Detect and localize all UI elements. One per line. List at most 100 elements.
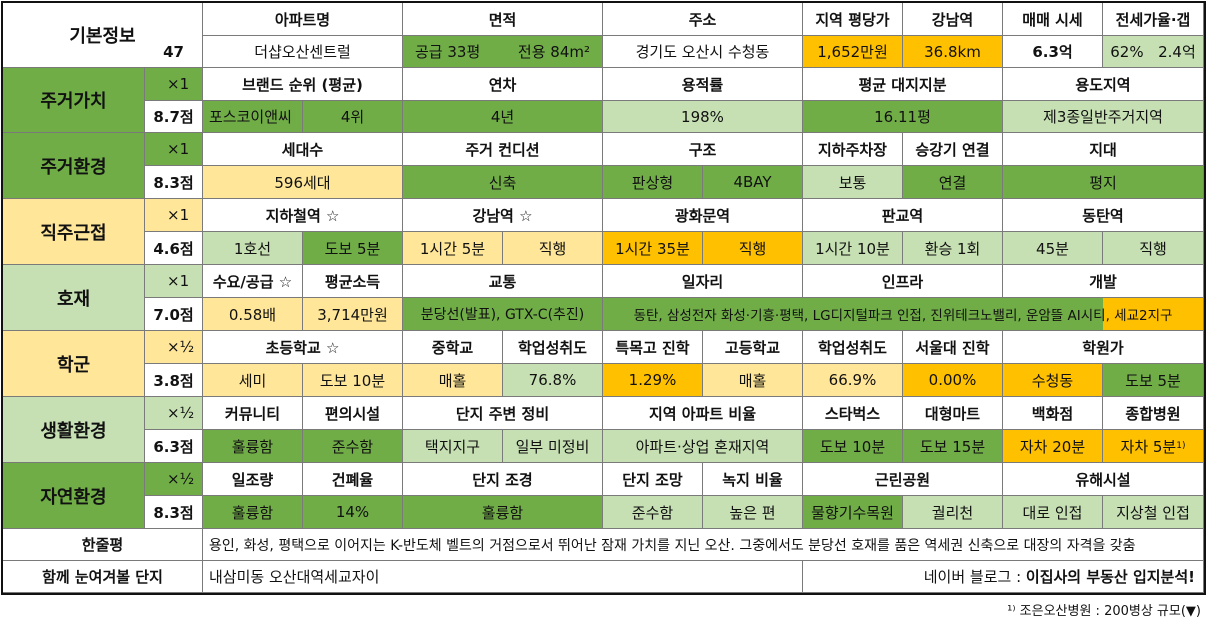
row-header: 세대수 <box>203 133 403 166</box>
row-value: 궐리천 <box>903 496 1003 529</box>
row-header: 대형마트 <box>903 397 1003 430</box>
row-header: 지대 <box>1003 133 1204 166</box>
row-value: 16.11평 <box>803 101 1003 133</box>
area-value: 공급 33평 전용 84m² <box>403 36 603 68</box>
row-value: 높은 편 <box>703 496 803 529</box>
row-header: 녹지 비율 <box>703 463 803 496</box>
row-header: 판교역 <box>803 199 1003 232</box>
price-per-pyeong: 1,652만원 <box>803 36 903 68</box>
row-header: 백화점 <box>1003 397 1103 430</box>
row-header: 용도지역 <box>1003 68 1204 101</box>
row-value: 1시간 5분 <box>403 232 503 265</box>
row-header: 구조 <box>603 133 803 166</box>
blog-name: 이집사의 부동산 입지분석! <box>1025 568 1195 586</box>
row-header: 평균 대지지분 <box>803 68 1003 101</box>
category-multiplier: ×1 <box>145 68 203 101</box>
category-multiplier: ×½ <box>145 331 203 364</box>
category-multiplier: ×1 <box>145 199 203 232</box>
row-header: 일조량 <box>203 463 303 496</box>
row-value: 596세대 <box>203 166 403 199</box>
row-header: 브랜드 순위 (평균) <box>203 68 403 101</box>
row-value: 훌륭함 <box>203 496 303 529</box>
row-header: 연차 <box>403 68 603 101</box>
row-header: 개발 <box>1003 265 1204 298</box>
row-value: 66.9% <box>803 364 903 397</box>
row-header: 승강기 연결 <box>903 133 1003 166</box>
row-value: 훌륭함 <box>403 496 603 529</box>
basic-info-label: 기본정보 <box>3 3 203 68</box>
row-value: 도보 10분 <box>303 364 403 397</box>
blog-prefix: 네이버 블로그 : <box>923 568 1022 586</box>
row-value: 매홀 <box>403 364 503 397</box>
row-value: 14% <box>303 496 403 529</box>
row-value: 3,714만원 <box>303 298 403 331</box>
row-value: 직행 <box>1103 232 1204 265</box>
row-header: 학업성취도 <box>803 331 903 364</box>
row-value: 평지 <box>1003 166 1204 199</box>
row-value: 아파트·상업 혼재지역 <box>603 430 803 463</box>
basic-header: 지역 평당가 <box>803 3 903 36</box>
row-value: 1호선 <box>203 232 303 265</box>
jeonse-ratio: 62% <box>1110 42 1144 61</box>
jeonse-gap: 62% 2.4억 <box>1103 36 1204 68</box>
row-value: 직행 <box>503 232 603 265</box>
row-header: 인프라 <box>803 265 1003 298</box>
row-header: 학업성취도 <box>503 331 603 364</box>
category-name: 주거환경 <box>3 133 145 199</box>
row-value: 76.8% <box>503 364 603 397</box>
row-header: 커뮤니티 <box>203 397 303 430</box>
row-value: 판상형 <box>603 166 703 199</box>
row-value: 도보 10분 <box>803 430 903 463</box>
row-header: 특목고 진학 <box>603 331 703 364</box>
row-header: 광화문역 <box>603 199 803 232</box>
row-header: 초등학교 ☆ <box>203 331 403 364</box>
row-header: 학원가 <box>1003 331 1204 364</box>
row-value: 4BAY <box>703 166 803 199</box>
category-score: 4.6점 <box>145 232 203 265</box>
row-value: 물향기수목원 <box>803 496 903 529</box>
row-value: 보통 <box>803 166 903 199</box>
row-value: 198% <box>603 101 803 133</box>
gap: 2.4억 <box>1158 43 1196 61</box>
row-header: 단지 주변 정비 <box>403 397 603 430</box>
row-value: 준수함 <box>603 496 703 529</box>
footnote-mark: 1) <box>1176 441 1186 451</box>
row-value: 신축 <box>403 166 603 199</box>
row-value: 1시간 10분 <box>803 232 903 265</box>
row-value: 분당선(발표), GTX-C(추진) <box>403 298 603 331</box>
row-header: 종합병원 <box>1103 397 1204 430</box>
row-value: 일부 미정비 <box>503 430 603 463</box>
row-header: 건폐율 <box>303 463 403 496</box>
row-value: 환승 1회 <box>903 232 1003 265</box>
row-value: 연결 <box>903 166 1003 199</box>
hospital-value: 자차 5분 <box>1120 437 1177 456</box>
row-value: 택지지구 <box>403 430 503 463</box>
row-value: 준수함 <box>303 430 403 463</box>
category-score: 3.8점 <box>145 364 203 397</box>
basic-header: 면적 <box>403 3 603 36</box>
row-value: 자차 5분 1) <box>1103 430 1204 463</box>
row-value: 0.58배 <box>203 298 303 331</box>
row-header: 강남역 ☆ <box>403 199 603 232</box>
related-label: 함께 눈여겨볼 단지 <box>3 561 203 593</box>
apt-name: 더샵오산센트럴 <box>203 36 403 68</box>
row-value: 동탄, 삼성전자 화성·기흥·평택, LG디지털파크 인접, 진위테크노밸리, … <box>603 298 1204 331</box>
category-name: 주거가치 <box>3 68 145 133</box>
basic-number: 47 <box>145 36 203 68</box>
row-value: 수청동 <box>1003 364 1103 397</box>
category-multiplier: ×½ <box>145 397 203 430</box>
related-complex: 내삼미동 오산대역세교자이 <box>203 561 803 593</box>
row-header: 근린공원 <box>803 463 1003 496</box>
footnote: ¹⁾ 조은오산병원 : 200병상 규모(▼) <box>1007 604 1201 619</box>
row-value: 훌륭함 <box>203 430 303 463</box>
basic-header: 아파트명 <box>203 3 403 36</box>
row-value: 매홀 <box>703 364 803 397</box>
row-header: 유해시설 <box>1003 463 1204 496</box>
category-name: 학군 <box>3 331 145 397</box>
row-value: 포스코이앤씨 <box>203 101 303 133</box>
category-name: 직주근접 <box>3 199 145 265</box>
row-value: 1시간 35분 <box>603 232 703 265</box>
row-header: 일자리 <box>603 265 803 298</box>
row-header: 용적률 <box>603 68 803 101</box>
category-name: 호재 <box>3 265 145 331</box>
